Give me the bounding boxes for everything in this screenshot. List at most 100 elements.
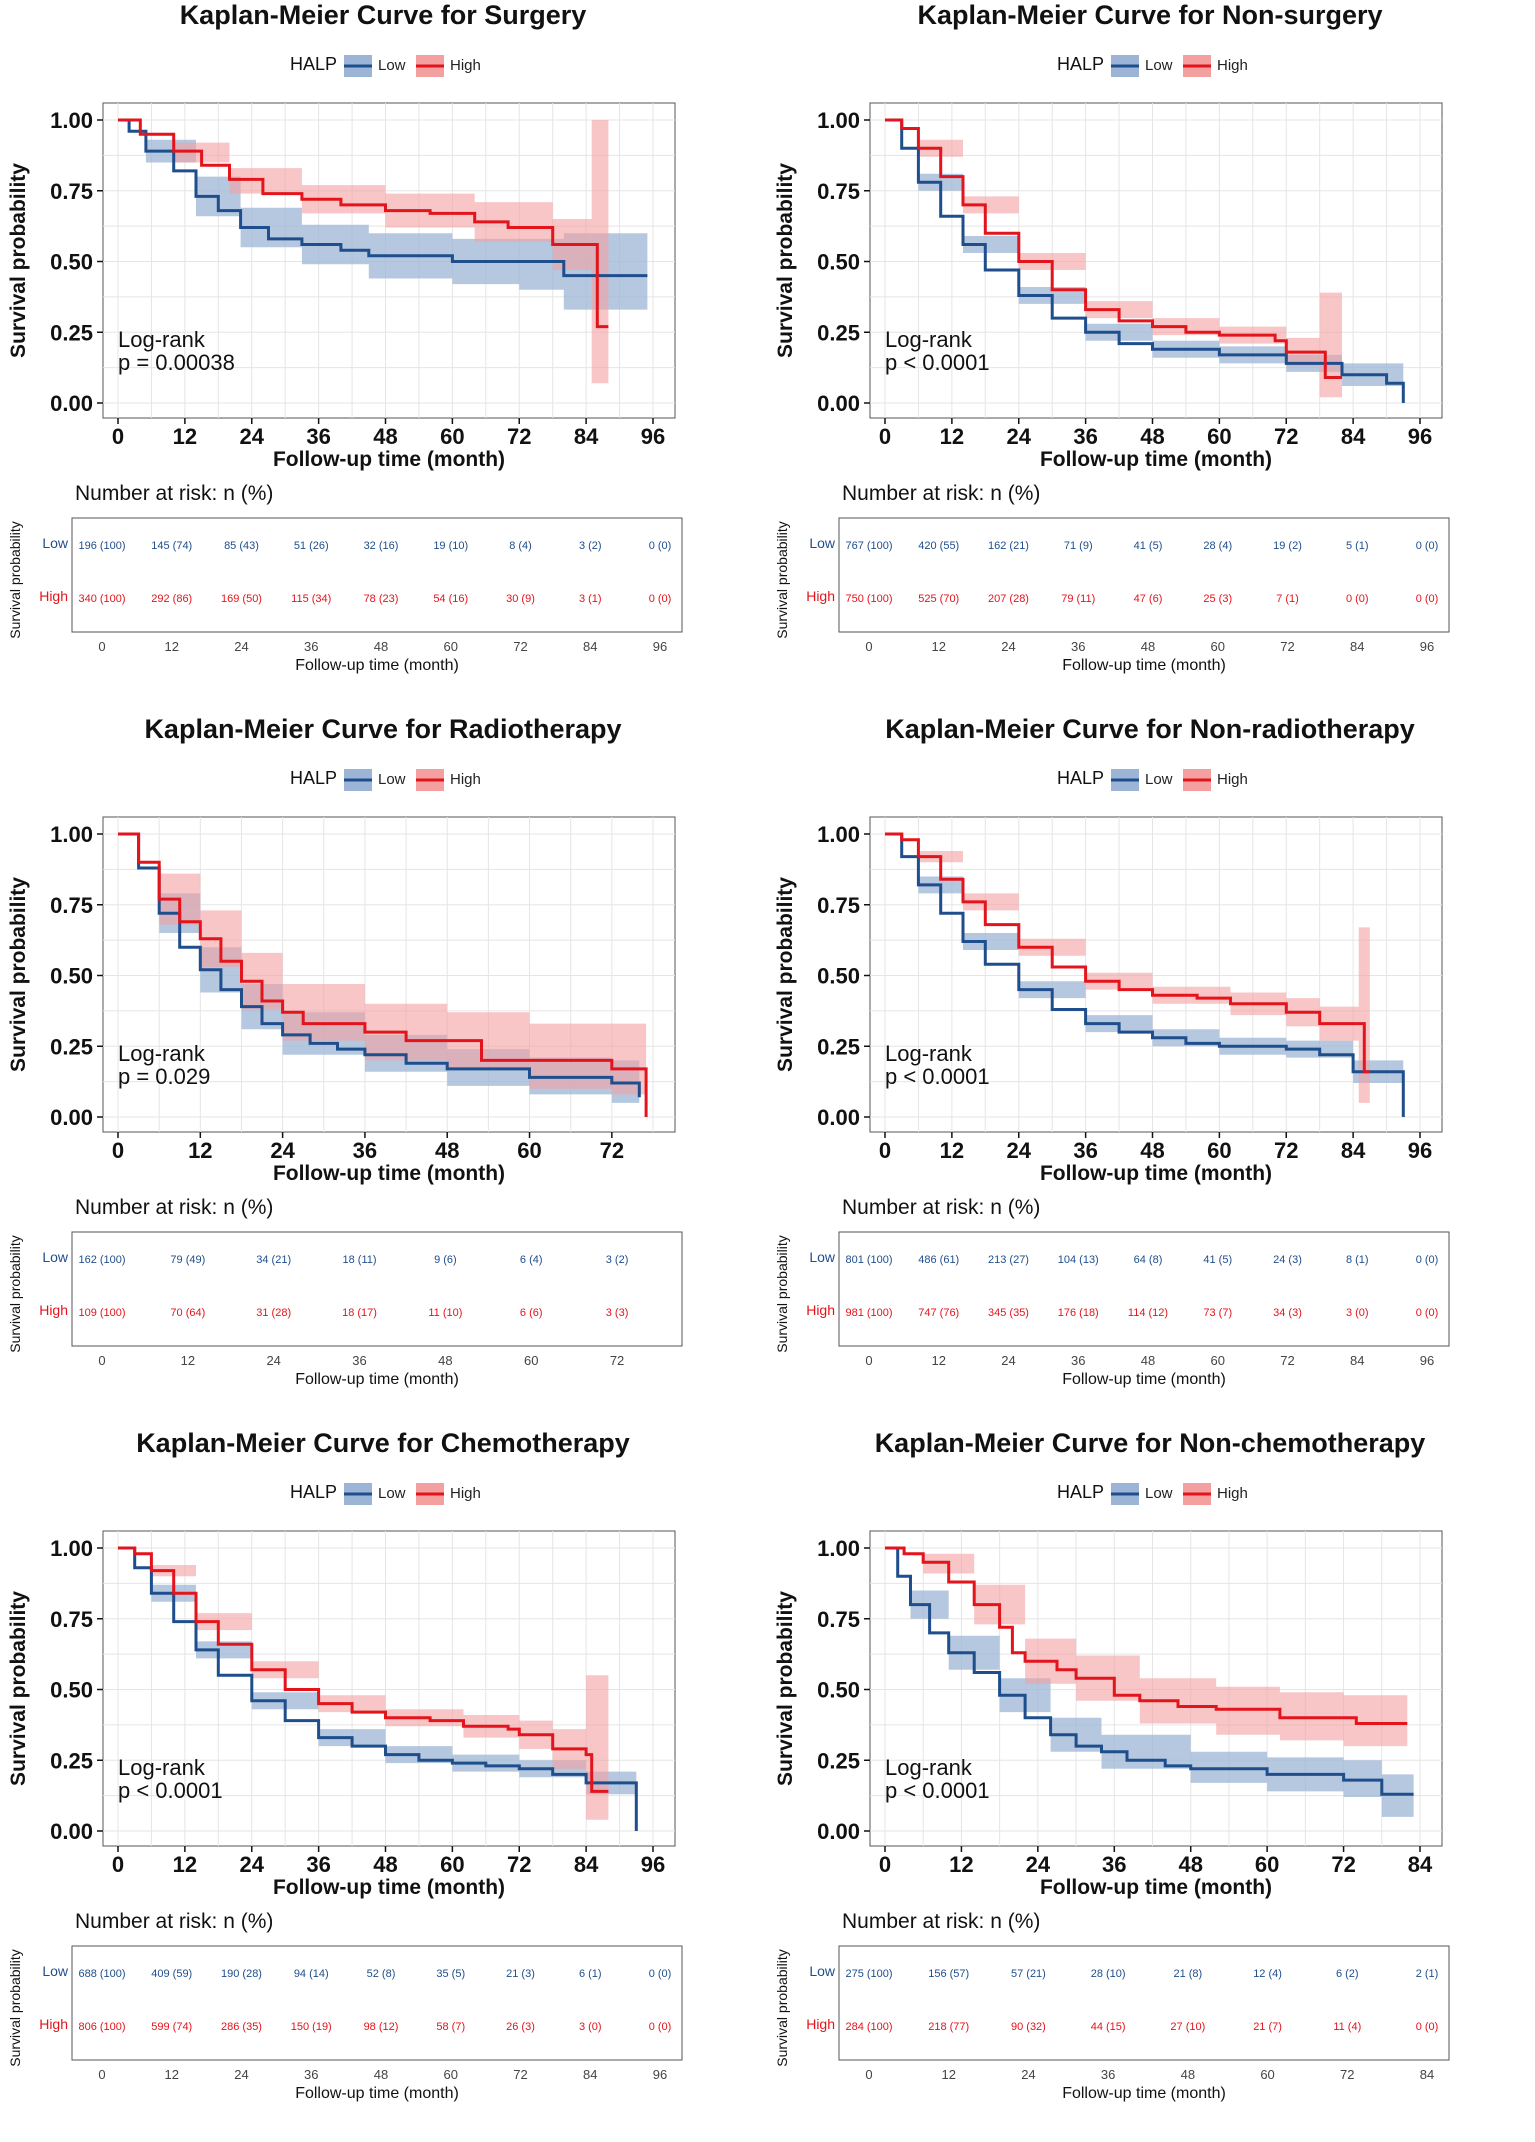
risk-table-heading: Number at risk: n (%) (842, 1196, 1040, 1219)
risk-x-tick-label: 24 (1001, 1353, 1015, 1368)
risk-cell: 218 (77) (928, 2021, 969, 2033)
risk-cell: 47 (6) (1134, 593, 1163, 605)
p-value-label: p = 0.00038 (118, 350, 235, 375)
risk-table-heading: Number at risk: n (%) (75, 1910, 273, 1933)
risk-x-tick-label: 72 (610, 1353, 624, 1368)
legend-label-low: Low (1145, 1485, 1173, 1502)
x-tick-label: 72 (1274, 424, 1298, 449)
km-chart-svg: Kaplan-Meier Curve for Surgery HALP Low Hig… (7, 0, 683, 674)
y-tick-label: 0.00 (50, 1105, 93, 1130)
risk-cell: 0 (0) (1416, 1254, 1439, 1266)
risk-row-label-high: High (806, 588, 835, 604)
p-value-label: p < 0.0001 (885, 350, 990, 375)
x-tick-label: 12 (940, 1138, 964, 1163)
risk-x-tick-label: 48 (438, 1353, 452, 1368)
risk-cell: 6 (6) (520, 1307, 543, 1319)
risk-y-axis-title: Survival probability (7, 1949, 23, 2067)
risk-table-heading: Number at risk: n (%) (842, 482, 1040, 505)
risk-cell: 981 (100) (845, 1307, 892, 1319)
risk-table-frame (838, 1231, 1450, 1347)
km-chart-svg: Kaplan-Meier Curve for Non-surgery HALP Lo… (774, 0, 1450, 674)
risk-y-axis-title: Survival probability (7, 521, 23, 639)
x-tick-label: 84 (574, 424, 599, 449)
risk-x-tick-label: 0 (865, 639, 872, 654)
risk-cell: 3 (3) (606, 1307, 629, 1319)
risk-x-tick-label: 72 (1280, 1353, 1294, 1368)
risk-cell: 162 (100) (78, 1254, 125, 1266)
risk-cell: 486 (61) (918, 1254, 959, 1266)
ci-band-high (885, 1548, 1408, 1749)
p-value-label: p < 0.0001 (885, 1064, 990, 1089)
x-tick-label: 60 (1207, 1138, 1231, 1163)
x-tick-label: 48 (373, 424, 397, 449)
y-tick-label: 0.50 (817, 964, 860, 989)
x-axis-title: Follow-up time (month) (273, 1876, 505, 1899)
risk-cell: 0 (0) (1416, 540, 1439, 552)
survival-curve-high (118, 832, 648, 1117)
y-tick-label: 0.75 (817, 893, 860, 918)
risk-cell: 0 (0) (1346, 593, 1369, 605)
risk-y-axis-title: Survival probability (7, 1235, 23, 1353)
x-tick-label: 12 (173, 424, 197, 449)
risk-cell: 27 (10) (1170, 2021, 1205, 2033)
x-tick-label: 48 (1140, 424, 1164, 449)
risk-cell: 70 (64) (170, 1307, 205, 1319)
risk-x-tick-label: 96 (1420, 639, 1434, 654)
risk-cell: 801 (100) (845, 1254, 892, 1266)
x-tick-label: 60 (1255, 1852, 1279, 1877)
x-axis: 0 12 24 36 48 60 72 84 96 (879, 1132, 1432, 1163)
legend-label-low: Low (1145, 771, 1173, 788)
x-tick-label: 24 (240, 424, 265, 449)
y-axis: 0.00 0.25 0.50 0.75 1.00 (817, 822, 870, 1130)
km-panel-6: Kaplan-Meier Curve for Non-chemotherapy H… (767, 1428, 1534, 2142)
y-tick-label: 1.00 (817, 822, 860, 847)
y-axis: 0.00 0.25 0.50 0.75 1.00 (817, 108, 870, 416)
risk-cell: 196 (100) (78, 540, 125, 552)
risk-cell: 7 (1) (1276, 593, 1299, 605)
risk-cell: 18 (17) (342, 1307, 377, 1319)
risk-cell: 599 (74) (151, 2021, 192, 2033)
km-panel-1: Kaplan-Meier Curve for Surgery HALP Low Hig… (0, 0, 767, 714)
risk-cell: 58 (7) (436, 2021, 465, 2033)
risk-cell: 90 (32) (1011, 2021, 1046, 2033)
risk-cell: 345 (35) (988, 1307, 1029, 1319)
x-tick-label: 60 (440, 424, 464, 449)
risk-cell: 3 (2) (606, 1254, 629, 1266)
y-tick-label: 1.00 (817, 108, 860, 133)
risk-cell: 26 (3) (506, 2021, 535, 2033)
risk-x-tick-label: 36 (1101, 2067, 1115, 2082)
y-axis-title: Survival probability (7, 877, 30, 1072)
risk-cell: 21 (8) (1173, 1968, 1202, 1980)
ci-band-low (885, 1548, 1414, 1817)
survival-curve-low (885, 1546, 1414, 1796)
legend: HALP Low High (1057, 1482, 1248, 1505)
risk-x-tick-label: 12 (932, 1353, 946, 1368)
risk-x-tick-label: 60 (1260, 2067, 1274, 2082)
y-tick-label: 0.25 (817, 320, 860, 345)
risk-row-label-high: High (806, 2016, 835, 2032)
risk-cell: 32 (16) (364, 540, 399, 552)
x-tick-label: 84 (1341, 424, 1366, 449)
y-tick-label: 1.00 (50, 822, 93, 847)
risk-cell: 3 (0) (579, 2021, 602, 2033)
risk-table-frame (71, 517, 683, 633)
survival-curve-low (118, 832, 641, 1098)
legend-label-high: High (1217, 1485, 1248, 1502)
risk-x-tick-label: 72 (1340, 2067, 1354, 2082)
risk-table-frame (838, 517, 1450, 633)
chart-title: Kaplan-Meier Curve for Radiotherapy (144, 714, 621, 744)
risk-table-frame (838, 1945, 1450, 2061)
y-tick-label: 0.50 (817, 250, 860, 275)
risk-cell: 0 (0) (649, 1968, 672, 1980)
risk-cell: 19 (2) (1273, 540, 1302, 552)
risk-cell: 8 (4) (509, 540, 532, 552)
risk-x-tick-label: 72 (1280, 639, 1294, 654)
x-tick-label: 36 (353, 1138, 377, 1163)
risk-row-label-high: High (806, 1302, 835, 1318)
x-tick-label: 24 (1007, 1138, 1032, 1163)
y-tick-label: 1.00 (50, 108, 93, 133)
risk-cell: 54 (16) (433, 593, 468, 605)
legend-label-high: High (1217, 57, 1248, 74)
x-tick-label: 0 (879, 1852, 891, 1877)
risk-cell: 162 (21) (988, 540, 1029, 552)
